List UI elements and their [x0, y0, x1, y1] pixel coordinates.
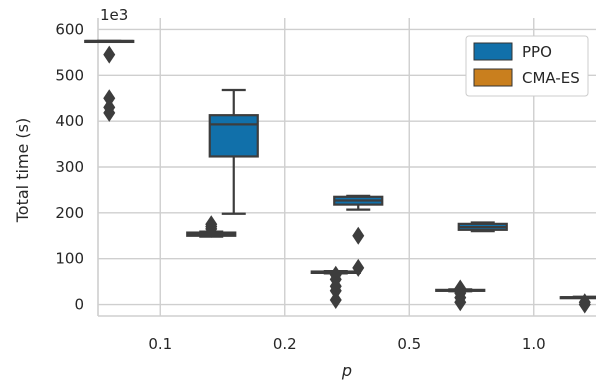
box-cma-es-0-5	[435, 279, 486, 312]
outlier-marker	[352, 258, 365, 277]
legend-label-ppo: PPO	[522, 43, 552, 61]
legend-swatch-ppo	[473, 42, 513, 61]
x-axis-label: p	[341, 361, 352, 380]
outlier-marker	[454, 293, 467, 312]
y-tick-label: 100	[55, 250, 84, 268]
outlier-marker	[329, 281, 342, 300]
legend-swatch-cma-es	[473, 68, 513, 87]
outlier-marker	[329, 290, 342, 309]
outlier-marker	[103, 103, 116, 122]
y-axis-label: Total time (s)	[13, 118, 32, 224]
box-cma-es-0-1	[186, 215, 237, 238]
tick-labels: 0 100 200 300 400 500 600 0.1 0.2 0.5 1.0	[55, 20, 545, 353]
y-tick-label: 500	[55, 66, 84, 84]
boxes	[84, 39, 596, 314]
y-tick-label: 0	[74, 296, 84, 314]
outlier-marker	[578, 295, 591, 314]
x-tick-label: 0.2	[273, 335, 297, 353]
outlier-marker	[103, 45, 116, 64]
x-tick-label: 0.5	[397, 335, 421, 353]
outlier-marker	[103, 89, 116, 108]
y-tick-label: 200	[55, 204, 84, 222]
x-tick-label: 0.1	[148, 335, 172, 353]
outlier-marker	[352, 226, 365, 245]
box-cma-es-0-2	[310, 265, 361, 309]
y-multiplier-label: 1e3	[100, 6, 128, 24]
y-tick-label: 600	[55, 20, 84, 38]
axes-frame	[97, 18, 596, 317]
box-ppo-1-0	[457, 221, 508, 233]
outlier-marker	[205, 219, 218, 238]
legend: PPO CMA-ES	[465, 35, 589, 97]
x-tick-label: 1.0	[522, 335, 546, 353]
box-ppo-0-1	[84, 39, 135, 122]
box-cma-es-1-0	[559, 293, 596, 314]
box-body	[208, 114, 259, 158]
y-tick-label: 400	[55, 112, 84, 130]
box-ppo-0-5	[333, 194, 384, 277]
box-ppo-0-2	[208, 88, 259, 215]
y-tick-label: 300	[55, 158, 84, 176]
legend-label-cma-es: CMA-ES	[522, 69, 580, 87]
